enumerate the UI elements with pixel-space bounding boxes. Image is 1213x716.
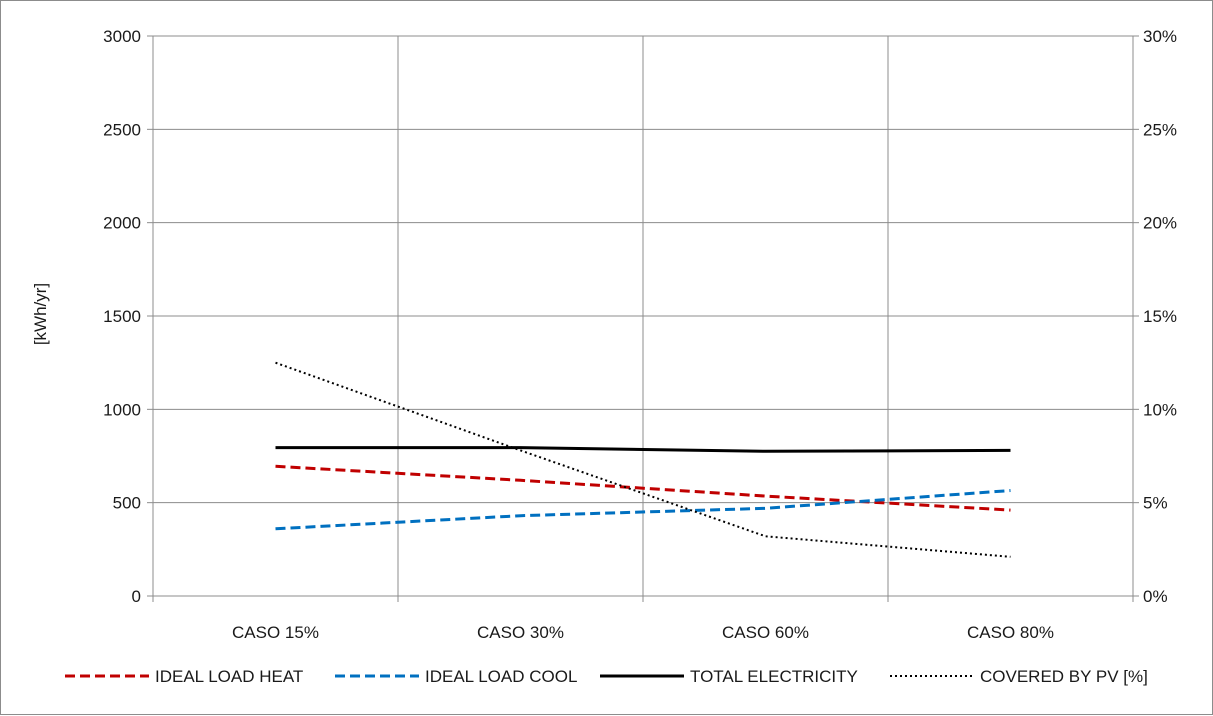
x-tick-label: CASO 30% bbox=[477, 623, 564, 642]
chart-axes bbox=[147, 35, 1139, 602]
series-line-ideal-load-cool bbox=[275, 489, 1011, 531]
y2-tick-label: 5% bbox=[1143, 494, 1168, 513]
series-line-ideal-load-heat bbox=[275, 464, 1011, 512]
legend-label: IDEAL LOAD COOL bbox=[425, 667, 577, 686]
y-axis-tick-labels: 0 500 1000 1500 2000 2500 3000 bbox=[103, 27, 141, 606]
x-tick-label: CASO 60% bbox=[722, 623, 809, 642]
y2-tick-label: 30% bbox=[1143, 27, 1177, 46]
y-tick-label: 2500 bbox=[103, 120, 141, 139]
y-tick-label: 2000 bbox=[103, 214, 141, 233]
y2-tick-label: 20% bbox=[1143, 214, 1177, 233]
series-line-total-electricity bbox=[275, 446, 1011, 453]
legend-item: COVERED BY PV [%] bbox=[890, 667, 1148, 686]
legend-item: TOTAL ELECTRICITY bbox=[600, 667, 858, 686]
legend-label: IDEAL LOAD HEAT bbox=[155, 667, 303, 686]
y-tick-label: 1000 bbox=[103, 400, 141, 419]
chart-legend: IDEAL LOAD HEAT IDEAL LOAD COOL TOTAL ELEC… bbox=[65, 667, 1148, 686]
y-tick-label: 1500 bbox=[103, 307, 141, 326]
x-axis-tick-labels: CASO 15% CASO 30% CASO 60% CASO 80% bbox=[232, 623, 1054, 642]
y2-tick-label: 10% bbox=[1143, 400, 1177, 419]
legend-item: IDEAL LOAD COOL bbox=[335, 667, 577, 686]
series-line-covered-by-pv bbox=[275, 361, 1011, 558]
y2-tick-label: 15% bbox=[1143, 307, 1177, 326]
y-tick-label: 0 bbox=[132, 587, 141, 606]
y-tick-label: 500 bbox=[113, 494, 141, 513]
y-tick-label: 3000 bbox=[103, 27, 141, 46]
y-axis-label: [kWh/yr] bbox=[31, 283, 50, 345]
legend-item: IDEAL LOAD HEAT bbox=[65, 667, 303, 686]
y2-axis-tick-labels: 0% 5% 10% 15% 20% 25% 30% bbox=[1143, 27, 1177, 606]
series-lines bbox=[275, 361, 1011, 558]
x-tick-label: CASO 15% bbox=[232, 623, 319, 642]
legend-label: COVERED BY PV [%] bbox=[980, 667, 1148, 686]
y2-tick-label: 25% bbox=[1143, 120, 1177, 139]
x-tick-label: CASO 80% bbox=[967, 623, 1054, 642]
legend-label: TOTAL ELECTRICITY bbox=[690, 667, 858, 686]
y2-tick-label: 0% bbox=[1143, 587, 1168, 606]
